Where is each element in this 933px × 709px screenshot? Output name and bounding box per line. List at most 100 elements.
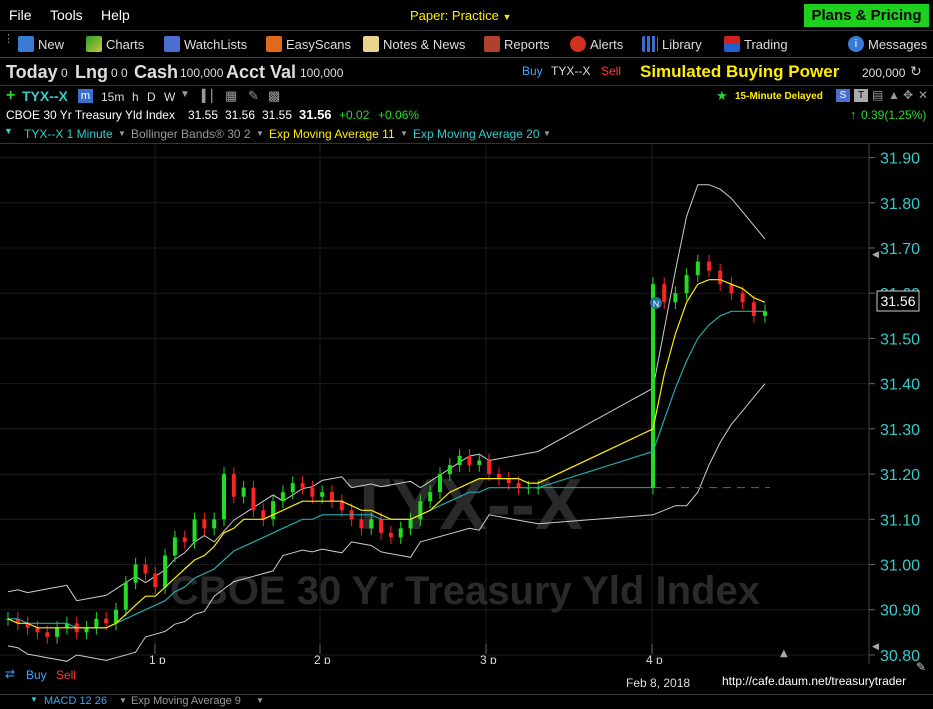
candle-body <box>320 492 325 497</box>
ema9-label[interactable]: Exp Moving Average 9 <box>131 695 241 707</box>
account-mode-dropdown[interactable]: Paper: Practice ▼ <box>410 8 511 23</box>
y-tick-label: 30.90 <box>880 603 920 620</box>
timeframe-h[interactable]: h <box>132 90 139 104</box>
y-tick-label: 31.50 <box>880 331 920 348</box>
candles <box>6 254 767 644</box>
study-bollinger[interactable]: Bollinger Bands® 30 2 <box>131 127 251 141</box>
watermark-symbol: TYX--X <box>347 465 583 545</box>
candle-body <box>192 519 197 542</box>
candle-body <box>64 623 69 628</box>
trading-button[interactable]: Trading <box>724 36 788 52</box>
candle-body <box>25 623 30 628</box>
favorite-star-icon[interactable]: ★ <box>716 88 728 103</box>
messages-label: Messages <box>868 36 928 52</box>
candle-body <box>447 465 452 475</box>
candle-body <box>271 501 276 520</box>
reports-label: Reports <box>504 36 550 52</box>
scroll-up-icon[interactable]: ▲ <box>780 648 788 659</box>
instrument-name: CBOE 30 Yr Treasury Yld Index <box>6 108 175 122</box>
study-ema20-chevron-icon[interactable]: ▼ <box>543 129 551 138</box>
calculator-icon[interactable]: ▦ <box>225 88 238 103</box>
layout-icon[interactable]: ▩ <box>268 88 281 103</box>
menu-tools[interactable]: Tools <box>50 7 83 23</box>
buy-button[interactable]: Buy <box>522 64 543 78</box>
refresh-icon[interactable]: ↻ <box>910 63 922 79</box>
new-button[interactable]: New <box>18 36 64 52</box>
reports-icon <box>484 36 500 52</box>
study-ema11-chevron-icon[interactable]: ▼ <box>400 129 408 138</box>
x-tick-label: 1 p <box>149 653 166 664</box>
bottom-bar: ⇄ Buy Sell Feb 8, 2018 http://cafe.daum.… <box>0 660 933 709</box>
print-icon[interactable]: ▤ <box>872 88 884 102</box>
quote-change: +0.02 <box>339 108 370 122</box>
lng-value: 0 0 <box>111 66 128 80</box>
news-marker-letter: N <box>653 299 660 309</box>
chevron-down-icon: ▼ <box>502 12 512 22</box>
macd-dropdown-icon[interactable]: ▼ <box>119 696 127 705</box>
draw-pencil-icon-bottom[interactable]: ✎ <box>916 660 927 674</box>
notes-news-button[interactable]: Notes & News <box>363 36 465 52</box>
candle-body <box>84 627 89 633</box>
reports-button[interactable]: Reports <box>484 36 550 52</box>
news-marker-icon[interactable] <box>650 297 662 309</box>
candle-body <box>339 501 344 511</box>
bottom-sell-button[interactable]: Sell <box>56 668 77 682</box>
draw-pencil-icon[interactable]: ✎ <box>248 88 259 103</box>
timeframe-15m[interactable]: 15m <box>101 90 125 104</box>
menu-help[interactable]: Help <box>101 7 130 23</box>
candle-body <box>104 618 109 624</box>
scroll-left-icon-bottom[interactable]: ◀ <box>872 642 879 652</box>
trade-symbol[interactable]: TYX--X <box>551 64 591 78</box>
study-main[interactable]: TYX--X 1 Minute <box>24 127 113 141</box>
price-chart[interactable]: TYX--X CBOE 30 Yr Treasury Yld Index 31.… <box>0 144 933 664</box>
candle-body <box>35 627 40 633</box>
sell-button[interactable]: Sell <box>601 64 622 78</box>
y-tick-label: 31.00 <box>880 558 920 575</box>
charts-button[interactable]: Charts <box>86 36 144 52</box>
candle-body <box>516 483 521 488</box>
study-ema20[interactable]: Exp Moving Average 20 <box>413 127 540 141</box>
ema9-dropdown-icon[interactable]: ▼ <box>256 696 264 705</box>
macd-label[interactable]: MACD 12 26 <box>44 695 107 707</box>
library-button[interactable]: Library <box>642 36 702 52</box>
scroll-left-icon[interactable]: ◀ <box>872 250 879 260</box>
study-ema11[interactable]: Exp Moving Average 11 <box>269 127 395 141</box>
delay-label: 15-Minute Delayed <box>735 91 823 102</box>
study-main-chevron-icon[interactable]: ▼ <box>118 129 126 138</box>
candle-body <box>143 564 148 574</box>
quote-high: 31.56 <box>225 108 256 122</box>
s-icon[interactable]: S <box>836 89 850 102</box>
timeframe-w[interactable]: W <box>164 90 176 104</box>
alerts-button[interactable]: Alerts <box>570 36 623 52</box>
timeframe-chevron-icon[interactable]: ▼ <box>180 89 190 100</box>
macd-study-bar: ▼ MACD 12 26 ▼ Exp Moving Average 9 ▼ <box>0 694 933 709</box>
candle-body <box>133 564 138 583</box>
candle-body <box>330 492 334 502</box>
plans-pricing-button[interactable]: Plans & Pricing <box>804 4 929 27</box>
watchlists-button[interactable]: WatchLists <box>164 36 247 52</box>
timeframe-m[interactable]: m <box>78 89 93 103</box>
chevron-up-icon[interactable]: ▲ <box>888 88 900 102</box>
lng-label: Lng <box>75 62 108 82</box>
add-icon[interactable]: + <box>6 87 16 104</box>
bottom-buy-button[interactable]: Buy <box>26 668 47 682</box>
macd-chevron-icon[interactable]: ▼ <box>30 695 38 704</box>
symbol-selector[interactable]: TYX--X <box>22 88 68 104</box>
quick-trade-icon[interactable]: ⇄ <box>5 667 16 681</box>
notes-news-label: Notes & News <box>383 36 466 52</box>
new-icon <box>18 36 34 52</box>
x-tick-label: 2 p <box>314 653 331 664</box>
close-icon[interactable]: ✕ <box>918 88 929 102</box>
bar-style-icon[interactable]: ▍▏ <box>202 89 221 103</box>
collapse-chevron-icon[interactable]: ▼ <box>4 126 13 136</box>
timeframe-d[interactable]: D <box>147 90 156 104</box>
menu-file[interactable]: File <box>9 7 32 23</box>
t-icon[interactable]: T <box>854 89 868 102</box>
easyscans-button[interactable]: EasyScans <box>266 36 351 52</box>
date-label: Feb 8, 2018 <box>626 676 691 690</box>
candle-body <box>153 573 158 588</box>
study-bollinger-chevron-icon[interactable]: ▼ <box>256 129 264 138</box>
y-tick-label: 31.40 <box>880 377 920 394</box>
move-icon[interactable]: ✥ <box>903 88 914 102</box>
messages-button[interactable]: i Messages <box>848 36 927 52</box>
